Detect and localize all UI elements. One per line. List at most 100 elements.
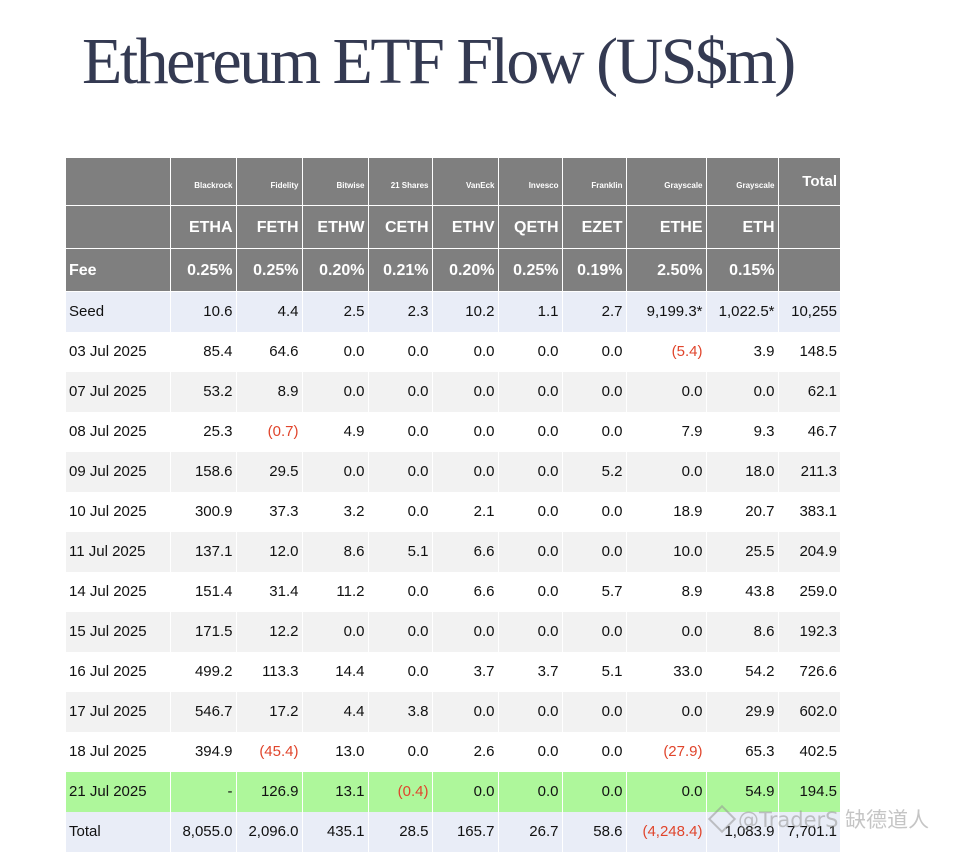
flow-cell: 11.2 [301, 571, 368, 612]
row-label: 08 Jul 2025 [66, 411, 170, 452]
flow-cell: 4.4 [301, 691, 368, 732]
flow-cell: 20.7 [705, 491, 778, 532]
flow-cell: 113.3 [235, 651, 302, 692]
fee-cell: 0.20% [301, 248, 368, 292]
row-total-cell: 46.7 [777, 411, 840, 452]
flow-cell: 0.0 [367, 571, 432, 612]
flow-cell: 1,083.9 [705, 811, 778, 852]
flow-cell: 8.9 [235, 371, 302, 412]
flow-cell: 0.0 [367, 491, 432, 532]
row-label: 11 Jul 2025 [66, 531, 170, 572]
row-total-cell: 192.3 [777, 611, 840, 652]
flow-cell: 28.5 [367, 811, 432, 852]
flow-cell: (27.9) [625, 731, 706, 772]
flow-cell: 0.0 [625, 691, 706, 732]
flow-cell: 0.0 [561, 331, 626, 372]
flow-cell: 435.1 [301, 811, 368, 852]
flow-cell: 0.0 [431, 411, 498, 452]
flow-cell: 65.3 [705, 731, 778, 772]
flow-cell: 0.0 [497, 411, 562, 452]
flow-cell: 5.7 [561, 571, 626, 612]
flow-cell: 2.3 [367, 291, 432, 332]
flow-cell: 0.0 [301, 451, 368, 492]
flow-cell: 0.0 [497, 691, 562, 732]
ticker-header-cell: QETH [497, 205, 562, 249]
flow-cell: 29.9 [705, 691, 778, 732]
flow-cell: 12.0 [235, 531, 302, 572]
fee-label: Fee [66, 248, 170, 292]
flow-cell: 6.6 [431, 531, 498, 572]
row-total-cell: 211.3 [777, 451, 840, 492]
flow-cell: 0.0 [561, 691, 626, 732]
fee-cell: 0.25% [235, 248, 302, 292]
flow-cell: 0.0 [705, 371, 778, 412]
flow-cell: 0.0 [625, 771, 706, 812]
row-label: 17 Jul 2025 [66, 691, 170, 732]
flow-cell: 8.9 [625, 571, 706, 612]
ticker-header-cell: EZET [561, 205, 626, 249]
flow-cell: 4.9 [301, 411, 368, 452]
flow-cell: 12.2 [235, 611, 302, 652]
ticker-header-cell: CETH [367, 205, 432, 249]
flow-cell: 0.0 [497, 531, 562, 572]
flow-cell: 4.4 [235, 291, 302, 332]
flow-cell: 0.0 [561, 371, 626, 412]
flow-cell: 18.0 [705, 451, 778, 492]
row-total-cell: 10,255 [777, 291, 840, 332]
flow-cell: 54.9 [705, 771, 778, 812]
row-label: 21 Jul 2025 [66, 771, 170, 812]
flow-cell: 126.9 [235, 771, 302, 812]
fee-cell: 0.21% [367, 248, 432, 292]
row-label: Total [66, 811, 170, 852]
flow-cell: 0.0 [497, 491, 562, 532]
flow-cell: 0.0 [625, 611, 706, 652]
flow-cell: 5.1 [367, 531, 432, 572]
fee-cell: 2.50% [625, 248, 706, 292]
watermark: @TraderS 缺德道人 [707, 804, 930, 834]
flow-cell: 0.0 [431, 331, 498, 372]
flow-cell: 26.7 [497, 811, 562, 852]
flow-cell: 53.2 [169, 371, 236, 412]
flow-cell: 0.0 [561, 411, 626, 452]
flow-cell: 0.0 [431, 771, 498, 812]
table-row: 17 Jul 2025 546.7 17.2 4.4 3.8 0.0 0.0 0.0 0.0 29… [66, 691, 840, 732]
table-row: 14 Jul 2025 151.4 31.4 11.2 0.0 6.6 0.0 5.7 8.9 4… [66, 571, 840, 612]
flow-cell: 0.0 [497, 451, 562, 492]
row-label: 18 Jul 2025 [66, 731, 170, 772]
flow-cell: (5.4) [625, 331, 706, 372]
flow-cell: 0.0 [431, 691, 498, 732]
row-total-cell: 194.5 [777, 771, 840, 812]
row-total-cell: 726.6 [777, 651, 840, 692]
ticker-header-row: ETHA FETH ETHW CETH ETHV QETH EZET ETHE … [66, 205, 840, 249]
flow-cell: 37.3 [235, 491, 302, 532]
table-row: Seed 10.6 4.4 2.5 2.3 10.2 1.1 2.7 9,199.3* 1,022… [66, 291, 840, 332]
flow-cell: 0.0 [367, 411, 432, 452]
issuer-header-corner [66, 158, 170, 206]
flow-cell: 137.1 [169, 531, 236, 572]
flow-cell: 300.9 [169, 491, 236, 532]
flow-cell: 13.1 [301, 771, 368, 812]
watermark-text: @TraderS 缺德道人 [738, 808, 930, 832]
flow-cell: 0.0 [497, 371, 562, 412]
flow-cell: 3.2 [301, 491, 368, 532]
flow-cell: 17.2 [235, 691, 302, 732]
flow-cell: 7.9 [625, 411, 706, 452]
flow-cell: 25.5 [705, 531, 778, 572]
flow-cell: 0.0 [367, 731, 432, 772]
flow-cell: 14.4 [301, 651, 368, 692]
flow-cell: 3.7 [431, 651, 498, 692]
issuer-header-cell: Grayscale [705, 158, 778, 206]
flow-cell: 9,199.3* [625, 291, 706, 332]
ticker-header-cell: FETH [235, 205, 302, 249]
flow-cell: 546.7 [169, 691, 236, 732]
flow-cell: 0.0 [497, 731, 562, 772]
row-label: 09 Jul 2025 [66, 451, 170, 492]
flow-cell: 8.6 [705, 611, 778, 652]
row-total-cell: 602.0 [777, 691, 840, 732]
row-label: 03 Jul 2025 [66, 331, 170, 372]
flow-cell: 0.0 [561, 611, 626, 652]
ticker-header-cell: ETHE [625, 205, 706, 249]
flow-cell: 31.4 [235, 571, 302, 612]
flow-cell: 0.0 [301, 611, 368, 652]
total-row: Total 8,055.0 2,096.0 435.1 28.5 165.7 26.7 58.… [66, 811, 840, 852]
